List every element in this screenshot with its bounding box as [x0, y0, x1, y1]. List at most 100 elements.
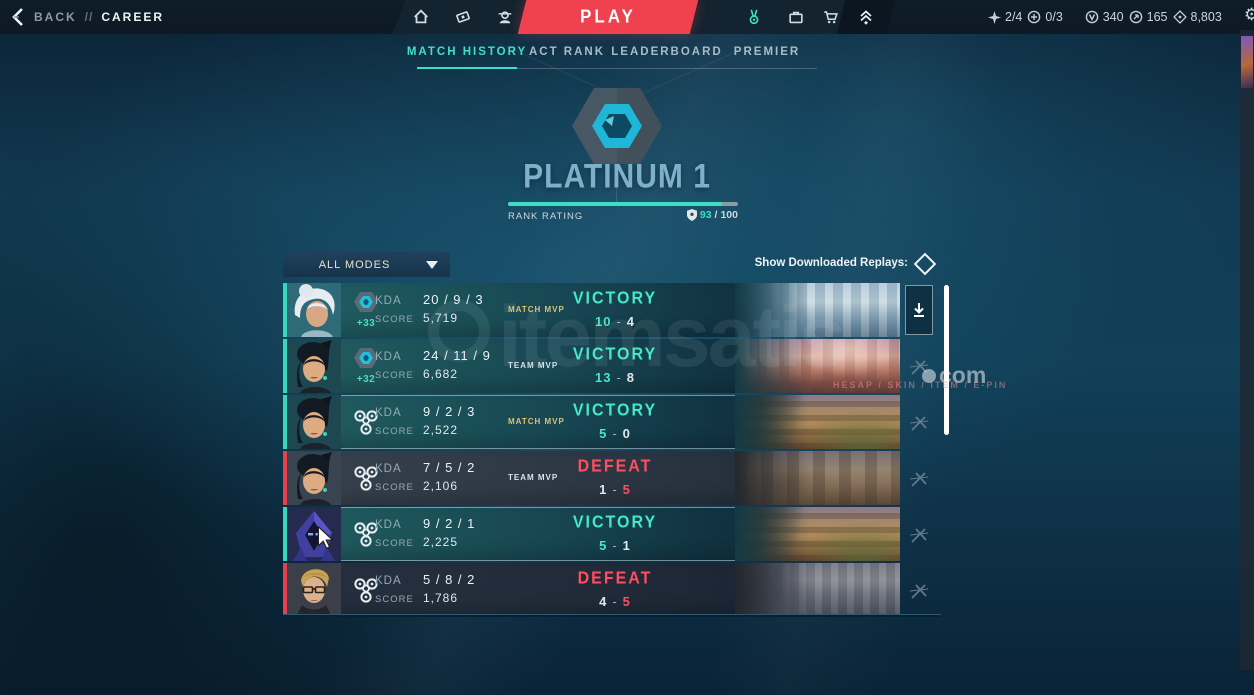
kingdom-credits-icon [1172, 10, 1187, 24]
team-score: 1 [599, 482, 608, 497]
score-label: SCORE [375, 314, 414, 325]
match-stats: KDA 9 / 2 / 1 SCORE 2,225 [375, 516, 505, 554]
radianite-points-icon [1129, 10, 1142, 24]
rank-rating-value: 93 / 100 [648, 209, 738, 221]
progression-nav-button[interactable] [849, 0, 883, 34]
result-score: 5-1 [599, 538, 631, 553]
tab-act-rank[interactable]: ACT RANK [528, 46, 606, 58]
result-score: 4-5 [599, 594, 631, 609]
chevron-down-icon [426, 260, 438, 269]
match-result: VICTORY 13-8 [545, 344, 685, 385]
rating-separator: / [714, 209, 718, 221]
daily-rewards-value: 2/4 [1005, 10, 1023, 24]
score-value: 2,522 [423, 423, 459, 437]
game-mode-column [343, 507, 389, 561]
platinum-rank-icon [572, 88, 662, 164]
kingdom-credits-counter: 8,803 [1172, 10, 1222, 24]
replay-unavailable-icon [909, 360, 929, 375]
match-row-6[interactable]: KDA 5 / 8 / 2 SCORE 1,786 DEFEAT 4-5 [283, 563, 900, 614]
kda-label: KDA [375, 575, 402, 587]
enemy-score: 4 [626, 314, 636, 329]
mode-filter-dropdown[interactable]: ALL MODES [283, 252, 450, 277]
score-value: 2,225 [423, 535, 459, 549]
kda-value: 9 / 2 / 3 [423, 404, 476, 419]
game-mode-column [343, 395, 389, 449]
game-mode-column [343, 451, 389, 505]
score-value: 1,786 [423, 591, 459, 605]
rank-rating-track [508, 202, 738, 206]
match-stats: KDA 5 / 8 / 2 SCORE 1,786 [375, 572, 505, 610]
agent-portrait-omen [287, 507, 341, 561]
kda-value: 9 / 2 / 1 [423, 516, 476, 531]
settings-gear-icon[interactable]: ⚙ [1244, 5, 1254, 24]
match-row-4[interactable]: KDA 7 / 5 / 2 SCORE 2,106 TEAM MVP DEFEAT … [283, 451, 900, 505]
shield-icon [686, 209, 697, 221]
home-nav-button[interactable] [404, 0, 438, 34]
mvp-badge: MATCH MVP [508, 305, 565, 314]
team-score: 10 [594, 314, 612, 329]
right-edge-panel [1240, 30, 1254, 670]
radianite-points-counter: 165 [1129, 10, 1168, 24]
valorant-points-icon [1085, 10, 1099, 24]
right-edge-avatar [1241, 36, 1253, 88]
result-accent-bar [283, 451, 287, 505]
rating-current: 93 [699, 209, 712, 221]
tab-match-history[interactable]: MATCH HISTORY [406, 46, 528, 58]
download-replay-button[interactable] [905, 285, 933, 335]
store-nav-button[interactable] [814, 0, 848, 34]
result-score: 13-8 [594, 370, 636, 385]
agents-nav-button[interactable] [488, 0, 522, 34]
rating-max: 100 [720, 209, 738, 221]
result-label: VICTORY [572, 512, 658, 532]
map-thumbnail [735, 395, 900, 449]
battlepass-icon [456, 11, 470, 23]
team-score: 4 [599, 594, 608, 609]
play-button[interactable]: PLAY [517, 0, 699, 34]
kda-label: KDA [375, 519, 402, 531]
career-nav-button[interactable] [737, 0, 771, 34]
kda-label: KDA [375, 351, 402, 363]
result-label: DEFEAT [577, 456, 653, 476]
match-row-3[interactable]: KDA 9 / 2 / 3 SCORE 2,522 MATCH MVP VICTOR… [283, 395, 900, 449]
show-replays-toggle[interactable] [913, 252, 937, 276]
enemy-score: 0 [622, 426, 631, 441]
spike-rush-mode-icon [354, 466, 378, 491]
tab-leaderboard[interactable]: LEADERBOARD [611, 46, 723, 58]
list-bottom-border [283, 614, 941, 617]
weekly-missions-counter: 0/3 [1027, 10, 1063, 24]
result-accent-bar [283, 395, 287, 449]
spike-rush-mode-icon [354, 410, 378, 435]
match-row-5[interactable]: KDA 9 / 2 / 1 SCORE 2,225 VICTORY 5-1 [283, 507, 900, 561]
collection-nav-button[interactable] [779, 0, 813, 34]
list-scrollbar[interactable] [944, 285, 949, 435]
map-thumbnail [735, 451, 900, 505]
tab-premier[interactable]: PREMIER [733, 46, 801, 58]
battlepass-nav-button[interactable] [446, 0, 480, 34]
result-accent-bar [283, 283, 287, 337]
play-button-label: PLAY [580, 6, 636, 27]
match-row-1[interactable]: +33 KDA 20 / 9 / 3 SCORE 5,719 MATCH MVP V… [283, 283, 900, 337]
back-button[interactable]: BACK // CAREER [10, 0, 164, 34]
competitive-rank-icon [354, 348, 378, 368]
rr-change: +32 [356, 374, 376, 385]
result-label: VICTORY [572, 344, 658, 364]
kda-label: KDA [375, 407, 402, 419]
mvp-badge: TEAM MVP [508, 361, 559, 370]
kda-value: 20 / 9 / 3 [423, 292, 484, 307]
back-chevron-icon [12, 8, 23, 26]
collection-icon [789, 11, 803, 24]
score-label: SCORE [375, 370, 414, 381]
kda-value: 24 / 11 / 9 [423, 348, 491, 363]
rank-badge [562, 76, 672, 176]
match-result: DEFEAT 1-5 [545, 456, 685, 497]
match-stats: KDA 20 / 9 / 3 SCORE 5,719 [375, 292, 505, 330]
score-value: 5,719 [423, 311, 459, 325]
download-icon [914, 303, 924, 317]
agent-portrait-jett [287, 283, 341, 337]
match-row-2[interactable]: +32 KDA 24 / 11 / 9 SCORE 6,682 TEAM MVP V… [283, 339, 900, 393]
valorant-points-value: 340 [1102, 10, 1124, 24]
rank-rating-label: RANK RATING [508, 211, 584, 222]
score-value: 6,682 [423, 367, 459, 381]
weekly-missions-icon [1028, 10, 1041, 24]
replay-unavailable-icon [909, 416, 929, 431]
